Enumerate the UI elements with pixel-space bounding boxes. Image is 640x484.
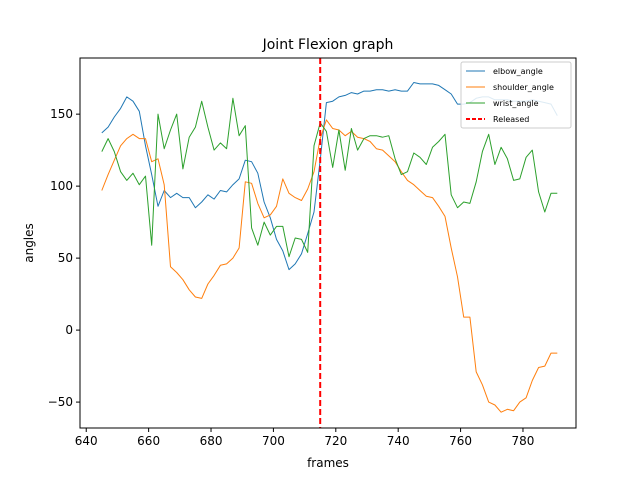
legend: elbow_angle shoulder_angle wrist_angle Rele… xyxy=(460,61,572,129)
y-tick-label: 150 xyxy=(50,107,73,121)
legend-box xyxy=(460,61,572,129)
x-tick-label: 780 xyxy=(512,434,535,448)
chart-title: Joint Flexion graph xyxy=(262,37,394,53)
y-tick-label: 50 xyxy=(58,251,73,265)
legend-label-released: Released xyxy=(493,115,529,124)
legend-label-elbow-angle: elbow_angle xyxy=(493,67,543,76)
x-axis: 640 660 680 700 720 740 760 780 xyxy=(75,428,535,448)
legend-label-shoulder-angle: shoulder_angle xyxy=(493,83,554,92)
x-tick-label: 680 xyxy=(200,434,223,448)
legend-label-wrist-angle: wrist_angle xyxy=(493,99,539,108)
y-axis-title: angles xyxy=(22,223,36,263)
plot-frame xyxy=(79,57,577,429)
y-axis: −50 0 50 100 150 xyxy=(48,107,80,409)
x-axis-title: frames xyxy=(307,456,349,470)
y-tick-label: 0 xyxy=(65,323,73,337)
x-tick-label: 760 xyxy=(449,434,472,448)
x-tick-label: 660 xyxy=(137,434,160,448)
x-tick-label: 720 xyxy=(324,434,347,448)
x-tick-label: 700 xyxy=(262,434,285,448)
series-shoulder-angle-line xyxy=(101,119,558,413)
series-wrist-angle-line xyxy=(101,97,558,258)
x-tick-label: 740 xyxy=(387,434,410,448)
x-tick-label: 640 xyxy=(75,434,98,448)
y-tick-label: 100 xyxy=(50,179,73,193)
y-tick-label: −50 xyxy=(48,395,73,409)
